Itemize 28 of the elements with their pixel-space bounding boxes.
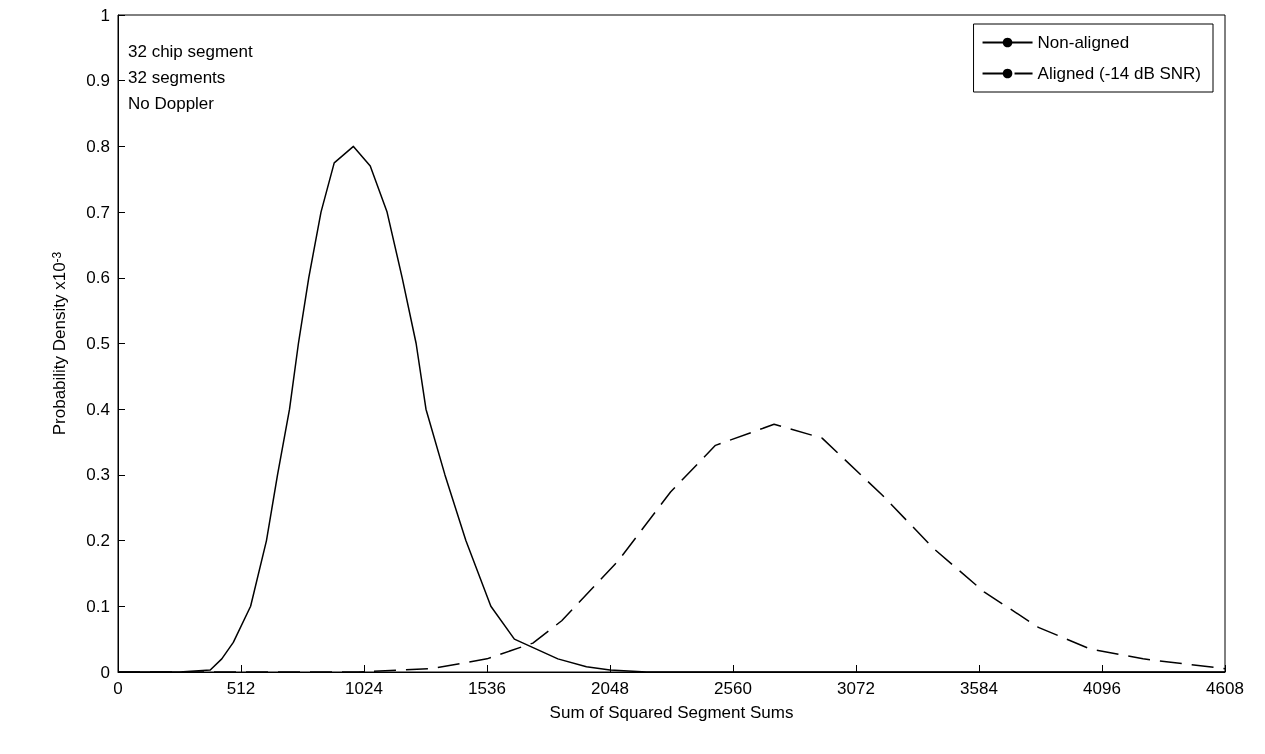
y-tick-label: 0.3	[86, 465, 110, 485]
y-tick-label: 0.9	[86, 71, 110, 91]
y-tick-label: 0	[100, 662, 110, 682]
x-tick-label: 0	[113, 679, 123, 698]
annotation: 32 segments	[128, 68, 226, 87]
x-axis-title: Sum of Squared Segment Sums	[549, 703, 794, 722]
x-tick-label: 2560	[714, 679, 752, 698]
y-tick-label: 0.8	[86, 136, 110, 156]
y-tick-label: 0.5	[86, 334, 110, 353]
y-axis-title: Probability Density x10-3	[50, 251, 69, 436]
y-tick-label: 1	[100, 5, 110, 25]
x-tick-label: 3072	[837, 679, 875, 698]
annotation: 32 chip segment	[128, 42, 254, 61]
y-tick-label: 0.6	[86, 268, 110, 288]
y-tick-label: 0.7	[86, 202, 110, 222]
x-tick-label: 1024	[345, 679, 383, 698]
legend-label: Non-aligned	[1037, 33, 1130, 52]
legend-label: Aligned (-14 dB SNR)	[1037, 64, 1202, 83]
x-tick-label: 3584	[960, 679, 998, 698]
x-tick-label: 1536	[468, 679, 506, 698]
x-tick-label: 2048	[591, 679, 629, 698]
x-tick-label: 4096	[1083, 679, 1121, 698]
x-tick-label: 4608	[1206, 679, 1244, 698]
annotation: No Doppler	[128, 94, 215, 113]
y-tick-label: 0.1	[86, 596, 110, 616]
y-tick-label: 0.4	[86, 399, 110, 419]
x-tick-label: 512	[226, 679, 256, 698]
y-tick-label: 0.2	[86, 531, 110, 551]
